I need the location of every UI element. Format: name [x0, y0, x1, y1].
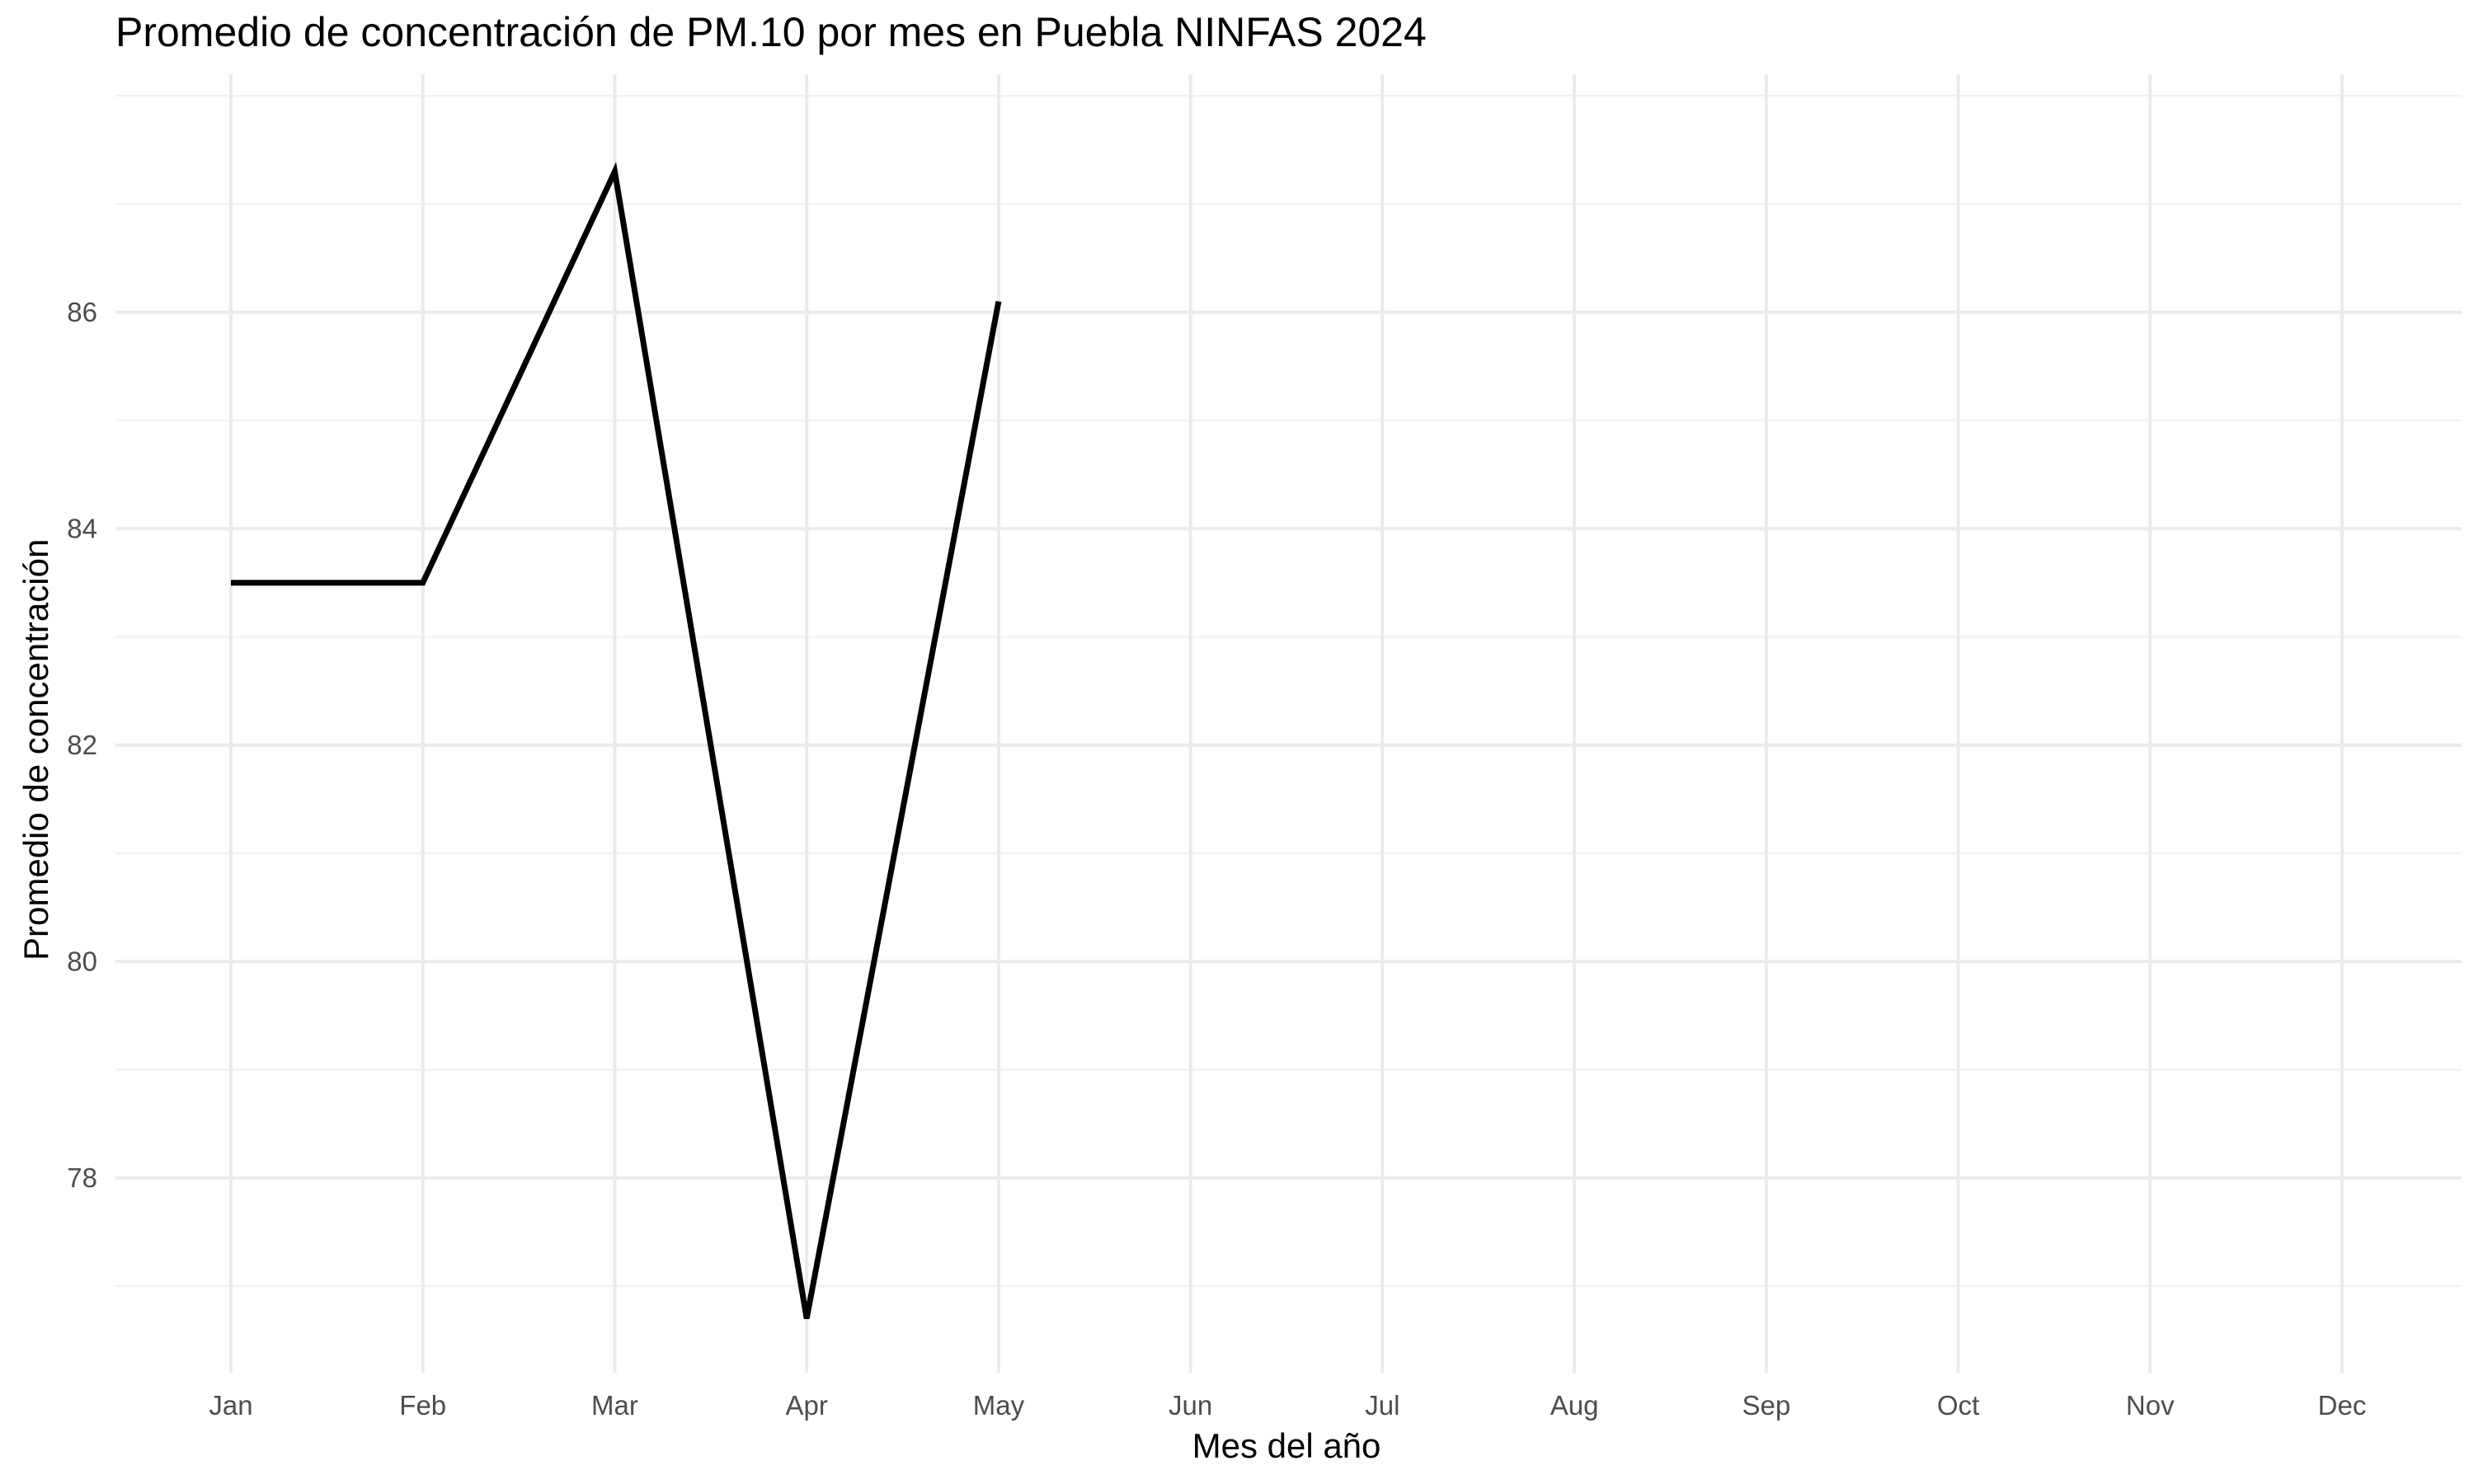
- minor-gridlines: [115, 95, 2462, 1288]
- y-tick-label: 84: [67, 513, 97, 543]
- x-tick-label: Nov: [2126, 1390, 2175, 1421]
- y-tick-label: 80: [67, 946, 97, 976]
- y-tick-label: 86: [67, 297, 97, 327]
- y-tick-label: 78: [67, 1162, 97, 1193]
- x-tick-label: Jul: [1365, 1390, 1399, 1421]
- x-tick-label: Sep: [1742, 1390, 1790, 1421]
- x-tick-label: Oct: [1937, 1390, 1979, 1421]
- x-axis-ticks: Jan Feb Mar Apr May Jun Jul Aug Sep Oct Nov Dec: [209, 1390, 2366, 1421]
- x-tick-label: Apr: [786, 1390, 828, 1421]
- x-tick-label: Feb: [399, 1390, 446, 1421]
- x-tick-label: Mar: [591, 1390, 638, 1421]
- chart-title: Promedio de concentración de PM.10 por m…: [115, 9, 1427, 55]
- x-axis-label: Mes del año: [1192, 1426, 1381, 1465]
- y-tick-label: 82: [67, 730, 97, 760]
- series-layer: [230, 162, 1002, 1320]
- x-tick-label: Jun: [1169, 1390, 1212, 1421]
- y-axis-ticks: 78 80 82 84 86: [67, 297, 97, 1193]
- x-tick-label: May: [973, 1390, 1025, 1421]
- major-gridlines: [115, 74, 2462, 1373]
- x-tick-label: Aug: [1550, 1390, 1599, 1421]
- x-tick-label: Dec: [2318, 1390, 2367, 1421]
- x-tick-label: Jan: [209, 1390, 252, 1421]
